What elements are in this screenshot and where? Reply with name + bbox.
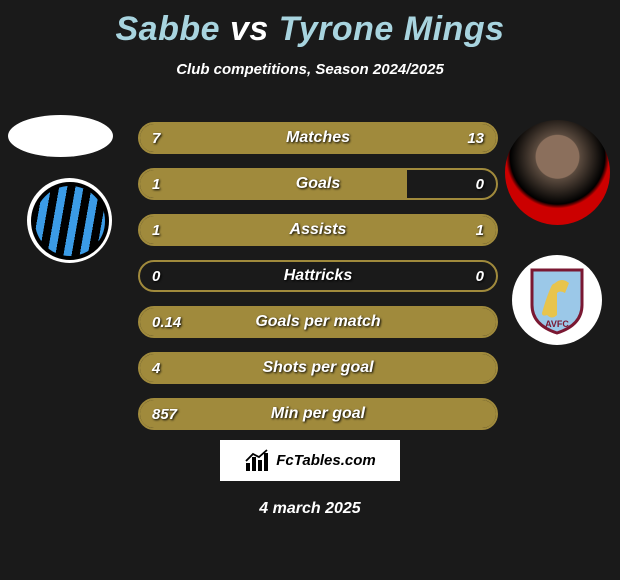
stats-container: 713Matches 10Goals 11Assists 00Hattricks 0.1… [138,122,498,444]
stat-row-assists: 11Assists [138,214,498,246]
player2-club-badge: AVFC [512,255,602,345]
stat-label: Min per goal [140,400,496,428]
vs-text: vs [220,10,279,48]
stat-row-hattricks: 00Hattricks [138,260,498,292]
stat-row-matches: 713Matches [138,122,498,154]
stat-row-shots-per-goal: 4Shots per goal [138,352,498,384]
branding-text: FcTables.com [276,452,375,469]
stat-row-goals-per-match: 0.14Goals per match [138,306,498,338]
stat-label: Goals [140,170,496,198]
avfc-badge-icon: AVFC [527,265,587,335]
player1-club-badge [27,178,112,263]
player1-avatar [8,115,113,157]
stat-label: Hattricks [140,262,496,290]
svg-text:AVFC: AVFC [545,319,569,329]
stat-label: Goals per match [140,308,496,336]
subtitle: Club competitions, Season 2024/2025 [0,61,620,78]
player2-name: Tyrone Mings [279,10,505,48]
comparison-title: Sabbe vs Tyrone Mings [0,0,620,49]
bar-chart-icon [244,449,270,473]
date-label: 4 march 2025 [0,500,620,518]
player1-name: Sabbe [115,10,220,48]
stat-row-goals: 10Goals [138,168,498,200]
stat-label: Matches [140,124,496,152]
player2-avatar [505,120,610,225]
stat-label: Shots per goal [140,354,496,382]
branding-box: FcTables.com [220,440,400,481]
stat-label: Assists [140,216,496,244]
stat-row-min-per-goal: 857Min per goal [138,398,498,430]
